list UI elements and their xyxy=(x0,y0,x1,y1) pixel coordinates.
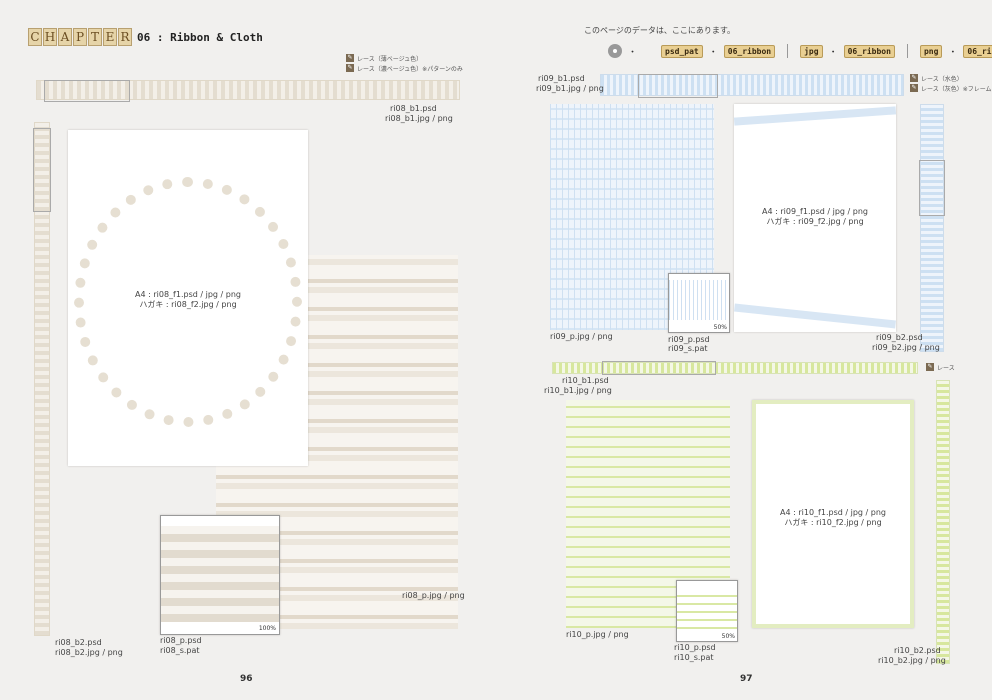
path-tag[interactable]: png xyxy=(919,44,943,58)
divider xyxy=(787,44,789,58)
zoom-label: 50% xyxy=(713,324,727,331)
lace-border-vertical-blue[interactable] xyxy=(920,104,944,352)
chapter-letter: P xyxy=(73,28,87,46)
ribbon-stripe xyxy=(733,106,897,126)
file-label: ri09_b1.jpg / png xyxy=(536,84,604,93)
selection-box xyxy=(33,128,51,212)
path-tag[interactable]: 06_ribbon xyxy=(723,44,776,58)
page-number: 96 xyxy=(240,674,253,684)
file-label: ri08_p.psd xyxy=(160,636,202,645)
legend-item: ✎ レース xyxy=(926,363,955,372)
file-label: ri10_b2.psd xyxy=(894,646,941,655)
ribbon-stripe xyxy=(734,303,896,329)
file-label: ri09_b2.jpg / png xyxy=(872,343,940,352)
chapter-letter: H xyxy=(43,28,57,46)
oval-lace-frame xyxy=(74,177,302,427)
file-label: ri09_p.jpg / png xyxy=(550,332,613,341)
page-number: 97 xyxy=(740,674,753,684)
lace-icon: ✎ xyxy=(346,54,354,62)
file-label: ri10_b2.jpg / png xyxy=(878,656,946,665)
file-label: ri08_b2.psd xyxy=(55,638,102,647)
ribbon-frame-sheet[interactable]: A4 : ri09_f1.psd / jpg / png ハガキ : ri09_… xyxy=(733,104,897,332)
file-label: ri08_s.pat xyxy=(160,646,200,655)
path-tag[interactable]: jpg xyxy=(800,44,823,58)
legend-item: ✎ レース（濃ベージュ色）※パターンのみ xyxy=(346,64,463,73)
legend-item: ✎ レース（薄ベージュ色） xyxy=(346,54,423,63)
chapter-letter: C xyxy=(28,28,42,46)
file-label: ri09_b1.psd xyxy=(538,74,585,83)
file-label: ri08_b1.jpg / png xyxy=(385,114,453,123)
file-label: ri09_p.psd xyxy=(668,335,710,344)
chapter-letter: E xyxy=(103,28,117,46)
pattern-swatch[interactable]: 50% xyxy=(668,273,730,333)
legend: ✎ レース xyxy=(926,362,955,372)
file-label: ri10_p.psd xyxy=(674,643,716,652)
disc-icon xyxy=(608,44,622,58)
lace-border-horizontal[interactable] xyxy=(36,80,460,100)
lace-border-horizontal-green[interactable] xyxy=(552,362,918,374)
legend-item: ✎レース（灰色）※フレームのみ xyxy=(910,84,992,93)
data-path-bar: ・ psd_pat ・ 06_ribbon jpg ・ 06_ribbon pn… xyxy=(608,44,992,58)
path-tag[interactable]: 06_ribbon xyxy=(843,44,895,58)
legend: ✎ レース（薄ベージュ色） ✎ レース（濃ベージュ色）※パターンのみ xyxy=(346,53,463,73)
divider xyxy=(906,44,908,58)
data-location-header: このページのデータは、ここにあります。 xyxy=(584,26,736,35)
chapter-heading: C H A P T E R 06 : Ribbon & Cloth xyxy=(28,28,263,46)
selection-box xyxy=(638,74,718,98)
frame-label-a4: A4 : ri09_f1.psd / jpg / png xyxy=(762,207,868,216)
file-label: ri10_s.pat xyxy=(674,653,714,662)
path-tag[interactable]: psd_pat xyxy=(661,44,703,58)
frame-label-a4: A4 : ri08_f1.psd / jpg / png xyxy=(135,290,241,299)
lace-icon: ✎ xyxy=(910,74,918,82)
lace-border-horizontal-blue[interactable] xyxy=(600,74,904,96)
zoom-label: 50% xyxy=(721,633,735,640)
chapter-letter: A xyxy=(58,28,72,46)
file-label: ri10_b1.jpg / png xyxy=(544,386,612,395)
file-label: ri09_b2.psd xyxy=(876,333,923,342)
file-label: ri09_s.pat xyxy=(668,344,708,353)
swatch-preview xyxy=(669,280,729,320)
file-label: ri08_p.jpg / png xyxy=(402,591,465,600)
path-tag[interactable]: 06_ribbon xyxy=(963,44,992,58)
swatch-preview xyxy=(677,589,737,629)
pattern-swatch[interactable]: 50% xyxy=(676,580,738,642)
file-label: ri08_b2.jpg / png xyxy=(55,648,123,657)
swatch-preview xyxy=(161,526,279,622)
chapter-letter: R xyxy=(118,28,132,46)
path-dot: ・ xyxy=(628,47,638,58)
chapter-title: 06 : Ribbon & Cloth xyxy=(137,30,263,44)
frame-label-hagaki: ハガキ : ri09_f2.jpg / png xyxy=(766,217,864,226)
frame-label-hagaki: ハガキ : ri08_f2.jpg / png xyxy=(139,300,237,309)
selection-box xyxy=(602,361,716,375)
legend-item: ✎ レース（水色） xyxy=(910,74,963,83)
right-page: このページのデータは、ここにあります。 ・ psd_pat ・ 06_ribbo… xyxy=(496,0,992,700)
selection-box xyxy=(44,80,130,102)
chapter-letter: T xyxy=(88,28,102,46)
legend: ✎レース（水色） ✎レース（灰色）※フレームのみ xyxy=(910,73,992,93)
left-page: C H A P T E R 06 : Ribbon & Cloth ✎ レース（薄… xyxy=(28,28,465,684)
pattern-swatch[interactable]: 100% xyxy=(160,515,280,635)
lace-frame-sheet[interactable]: A4 : ri08_f1.psd / jpg / png ハガキ : ri08_… xyxy=(68,130,308,466)
frame-label-a4: A4 : ri10_f1.psd / jpg / png xyxy=(780,508,886,517)
zoom-label: 100% xyxy=(258,625,276,632)
selection-box xyxy=(919,160,945,216)
lace-frame-green-sheet[interactable]: A4 : ri10_f1.psd / jpg / png ハガキ : ri10_… xyxy=(752,400,914,628)
lace-border-vertical[interactable] xyxy=(34,122,50,636)
lace-icon: ✎ xyxy=(346,64,354,72)
lace-icon: ✎ xyxy=(910,84,918,92)
frame-label-hagaki: ハガキ : ri10_f2.jpg / png xyxy=(784,518,882,527)
file-label: ri08_b1.psd xyxy=(390,104,437,113)
lace-icon: ✎ xyxy=(926,363,934,371)
lace-border-vertical-green[interactable] xyxy=(936,380,950,664)
file-label: ri10_p.jpg / png xyxy=(566,630,629,639)
file-label: ri10_b1.psd xyxy=(562,376,609,385)
